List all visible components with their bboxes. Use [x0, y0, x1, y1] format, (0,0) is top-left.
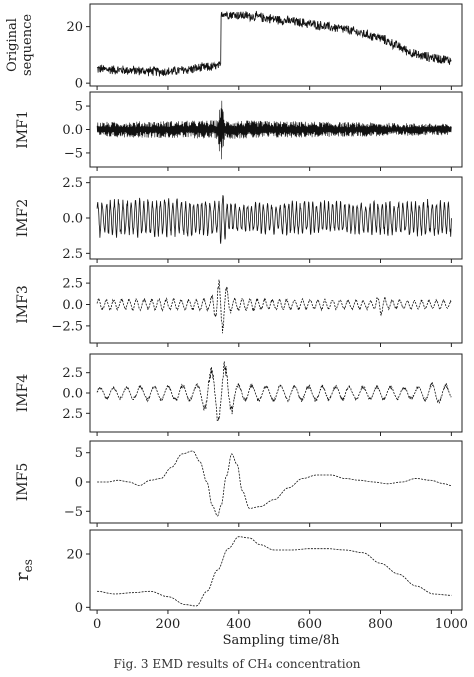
- y-axis-label: IMF4: [15, 374, 31, 413]
- panel-frame: [89, 440, 463, 524]
- x-tick-label: 600: [297, 617, 322, 632]
- y-axis-label: IMF1: [15, 110, 31, 149]
- series-line: [97, 450, 452, 517]
- y-tick-label: −5: [64, 146, 83, 161]
- svg-text:IMF3: IMF3: [15, 285, 31, 324]
- figure-caption: Fig. 3 EMD results of CH₄ concentration: [113, 657, 361, 671]
- x-tick-label: 400: [226, 617, 251, 632]
- y-tick-label: 2.5: [62, 277, 83, 292]
- svg-text:Original: Original: [5, 18, 20, 72]
- series-line: [96, 194, 452, 244]
- panel-3: 2.5 0.0 2.5 IMF2: [15, 176, 463, 263]
- x-tick-label: 200: [156, 617, 181, 632]
- y-tick-label: 5: [75, 446, 83, 461]
- y-tick-label: 2.5: [62, 176, 83, 191]
- series-line: [96, 361, 452, 422]
- svg-text:IMF1: IMF1: [15, 110, 31, 149]
- y-tick-label: 0.0: [62, 212, 83, 227]
- svg-text:sequence: sequence: [20, 14, 35, 76]
- y-tick-label: 2.5: [62, 366, 83, 381]
- y-tick-label: 0: [75, 601, 83, 616]
- y-tick-label: 2.5: [62, 247, 83, 262]
- series-line: [96, 100, 452, 160]
- svg-text:IMF4: IMF4: [15, 374, 31, 413]
- y-axis-label: IMF5: [15, 463, 31, 502]
- y-tick-label: 20: [66, 20, 83, 35]
- svg-text:res: res: [12, 559, 35, 581]
- y-axis-label: Original sequence: [5, 14, 35, 76]
- series-line: [96, 279, 452, 334]
- panel-6: 5 0 −5 IMF5: [15, 440, 463, 527]
- x-tick-label: 800: [368, 617, 393, 632]
- y-tick-label: 2.5: [62, 407, 83, 422]
- x-tick-label: 0: [93, 617, 101, 632]
- y-tick-label: 0.0: [62, 387, 83, 402]
- y-tick-label: 0.0: [62, 123, 83, 138]
- series-line: [97, 536, 452, 607]
- svg-text:IMF5: IMF5: [15, 463, 31, 502]
- panel-1: 0 20 Original sequence: [5, 3, 463, 92]
- panel-frame: [89, 529, 463, 611]
- svg-text:IMF2: IMF2: [15, 199, 31, 238]
- panel-frame: [89, 265, 463, 344]
- x-tick-label: 1000: [435, 617, 468, 632]
- panel-frame: [89, 3, 463, 87]
- series-line: [96, 10, 452, 77]
- y-axis-label: IMF3: [15, 285, 31, 324]
- y-axis-label: res: [12, 559, 35, 581]
- y-tick-label: 0: [75, 77, 83, 92]
- panel-4: 2.5 0.0 −2.5 IMF3: [15, 265, 463, 347]
- y-tick-label: −2.5: [51, 319, 83, 334]
- y-tick-label: 5: [75, 100, 83, 115]
- y-tick-label: 0.0: [62, 298, 83, 313]
- y-axis-label: IMF2: [15, 199, 31, 238]
- y-tick-label: 20: [66, 548, 83, 563]
- panel-2: 5 0.0 −5 IMF1: [15, 91, 463, 171]
- y-tick-label: −5: [64, 505, 83, 520]
- x-axis-label: Sampling time/8h: [223, 633, 341, 648]
- y-tick-label: 0: [75, 476, 83, 491]
- panel-5: 2.5 0.0 2.5 IMF4: [15, 353, 463, 436]
- panel-frame: [89, 353, 463, 433]
